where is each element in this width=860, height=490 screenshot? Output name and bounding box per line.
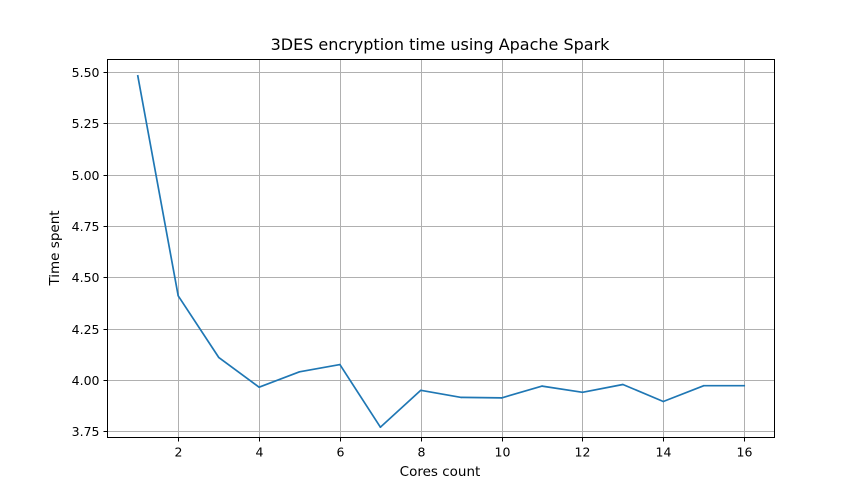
data-point bbox=[137, 75, 139, 77]
data-point bbox=[581, 391, 584, 394]
y-axis-label: Time spent bbox=[47, 210, 63, 286]
y-tick-label: 5.25 bbox=[72, 116, 100, 131]
x-tick-label: 6 bbox=[337, 445, 345, 460]
data-point bbox=[743, 384, 745, 387]
y-tick-label: 4.25 bbox=[72, 322, 100, 337]
data-point bbox=[339, 363, 341, 366]
plot-frame bbox=[107, 59, 775, 438]
data-point bbox=[177, 295, 179, 297]
data-point bbox=[703, 384, 705, 387]
x-axis-label: Cores count bbox=[400, 464, 481, 480]
x-tick-label: 16 bbox=[737, 445, 753, 460]
grid bbox=[107, 59, 775, 438]
series-layer bbox=[136, 74, 746, 429]
axis-ticks: 2 4 6 8 10 12 14 16 3.75 4.00 4.25 4.50 4.75 5.00 5.25… bbox=[72, 65, 753, 460]
y-tick-label: 4.75 bbox=[72, 219, 100, 234]
data-point bbox=[258, 386, 260, 389]
y-tick-label: 5.50 bbox=[72, 65, 100, 80]
x-tick-label: 4 bbox=[256, 445, 264, 460]
data-point bbox=[217, 356, 220, 359]
x-tick-label: 2 bbox=[175, 445, 183, 460]
series-line bbox=[136, 74, 746, 429]
data-point bbox=[379, 426, 382, 429]
y-tick-label: 5.00 bbox=[72, 168, 100, 183]
chart-title: 3DES encryption time using Apache Spark bbox=[271, 35, 611, 54]
x-tick-label: 12 bbox=[575, 445, 591, 460]
data-point bbox=[298, 371, 301, 373]
data-point bbox=[420, 389, 422, 392]
data-point bbox=[622, 383, 624, 386]
y-tick-label: 3.75 bbox=[72, 424, 100, 439]
data-point bbox=[662, 400, 665, 403]
data-point bbox=[500, 397, 503, 399]
data-point bbox=[460, 396, 463, 399]
x-tick-label: 14 bbox=[656, 445, 672, 460]
x-tick-label: 8 bbox=[418, 445, 426, 460]
data-point bbox=[541, 385, 543, 387]
x-tick-label: 10 bbox=[495, 445, 511, 460]
y-tick-label: 4.50 bbox=[72, 270, 100, 285]
y-tick-label: 4.00 bbox=[72, 373, 100, 388]
